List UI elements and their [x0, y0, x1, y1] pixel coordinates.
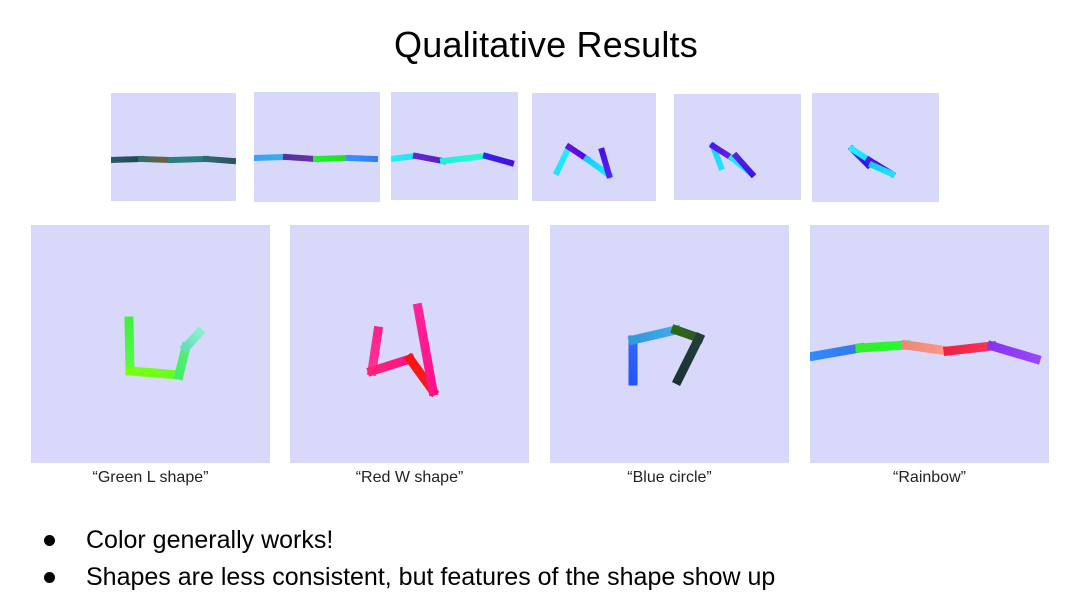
- stroke-segment: [412, 302, 439, 397]
- stroke-segment: [391, 152, 420, 163]
- bullet-item: Shapes are less consistent, but features…: [44, 559, 775, 596]
- stroke-segment: [986, 340, 1042, 365]
- bullet-dot-icon: [44, 535, 55, 546]
- stroke-segment: [202, 155, 236, 165]
- stroke-segment: [598, 147, 613, 179]
- top-sample-panel: [254, 92, 380, 202]
- stroke-segment: [731, 151, 757, 179]
- bullet-list: Color generally works! Shapes are less c…: [44, 522, 775, 596]
- bottom-sample-panel: [31, 225, 270, 463]
- stroke-segment: [671, 331, 706, 387]
- stroke-segment: [282, 153, 320, 163]
- stroke-segment: [868, 161, 896, 178]
- stroke-segment: [167, 155, 210, 164]
- stroke-segment: [345, 154, 379, 163]
- bullet-text: Shapes are less consistent, but features…: [86, 563, 776, 591]
- top-sample-panel: [674, 94, 801, 200]
- stroke-drawing: [552, 142, 614, 180]
- stroke-segment: [439, 152, 490, 165]
- stroke-segment: [312, 154, 353, 163]
- stroke-segment: [137, 155, 175, 164]
- stroke-segment: [847, 144, 874, 165]
- bottom-sample-panel: [290, 225, 529, 463]
- stroke-segment: [366, 353, 416, 377]
- stroke-segment: [124, 316, 135, 376]
- stroke-segment: [482, 152, 515, 167]
- stroke-segment: [552, 142, 574, 177]
- stroke-segment: [125, 366, 184, 380]
- bullet-dot-icon: [44, 572, 55, 583]
- stroke-drawing: [254, 153, 379, 163]
- stroke-segment: [708, 141, 737, 163]
- bullet-text: Color generally works!: [86, 526, 334, 554]
- stroke-drawing: [847, 144, 897, 179]
- stroke-segment: [943, 341, 997, 356]
- sample-caption: “Red W shape”: [355, 469, 464, 486]
- sample-caption: “Blue circle”: [627, 469, 712, 486]
- stroke-segment: [900, 339, 954, 357]
- stroke-segment: [111, 155, 145, 164]
- bottom-sample-panel: [810, 225, 1049, 463]
- stroke-drawing: [366, 302, 440, 398]
- top-sample-panel: [812, 93, 939, 202]
- stroke-segment: [179, 326, 206, 354]
- bottom-sample-panel: [550, 225, 789, 463]
- stroke-drawing: [627, 324, 706, 387]
- stroke-segment: [412, 152, 447, 165]
- sample-caption: “Rainbow”: [893, 469, 966, 486]
- slide-title: Qualitative Results: [394, 24, 698, 65]
- stroke-segment: [810, 342, 866, 362]
- stroke-drawing: [124, 316, 206, 381]
- stroke-segment: [366, 325, 384, 377]
- top-sample-panel: [111, 93, 236, 201]
- top-sample-panel: [532, 93, 656, 201]
- top-sample-panel: [391, 92, 518, 200]
- sample-caption: “Green L shape”: [92, 469, 209, 486]
- stroke-drawing: [708, 141, 757, 179]
- stroke-segment: [855, 340, 911, 353]
- stroke-segment: [564, 142, 592, 164]
- stroke-segment: [627, 324, 682, 346]
- stroke-drawing: [810, 339, 1042, 365]
- stroke-drawing: [111, 155, 236, 165]
- bullet-item: Color generally works!: [44, 522, 775, 559]
- stroke-drawing: [391, 152, 515, 167]
- stroke-segment: [254, 153, 290, 162]
